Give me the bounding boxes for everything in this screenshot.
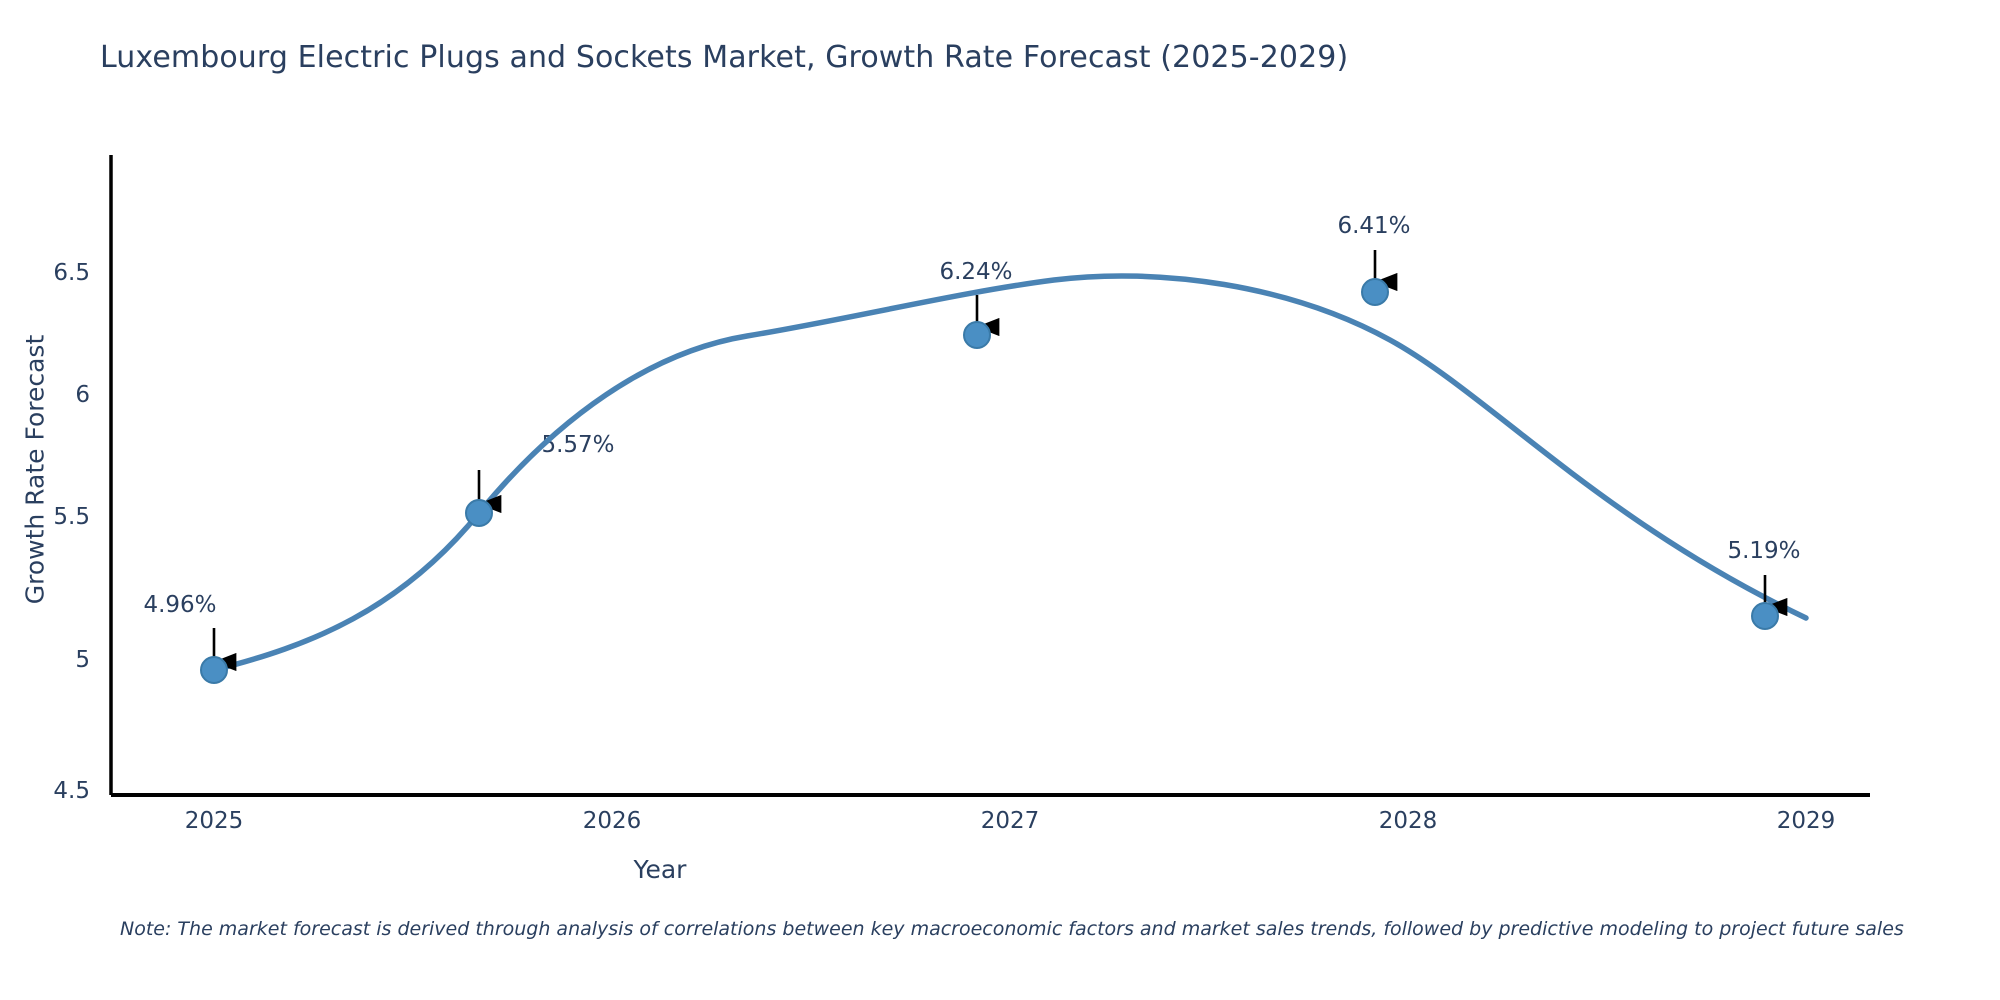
- data-line-growth-rate-forecast: [211, 273, 1809, 673]
- data-label-2029: 5.19%: [1727, 538, 1801, 564]
- y-tick-label-4.5: 4.5: [53, 778, 90, 804]
- y-tick-label-6: 6: [75, 382, 90, 408]
- data-point-2026[interactable]: [465, 499, 493, 527]
- y-tick-label-6.5: 6.5: [53, 260, 90, 286]
- data-label-2025: 4.96%: [143, 592, 217, 618]
- y-tick-label-5.5: 5.5: [53, 504, 90, 530]
- x-tick-label-2025: 2025: [184, 808, 244, 834]
- x-axis-title: Year: [633, 855, 687, 884]
- data-label-2028: 6.41%: [1337, 213, 1411, 239]
- data-point-2029[interactable]: [1751, 602, 1779, 630]
- chart-title: Luxembourg Electric Plugs and Sockets Ma…: [100, 40, 1349, 75]
- data-label-2027: 6.24%: [939, 259, 1013, 285]
- x-tick-label-2027: 2027: [980, 808, 1040, 834]
- chart-footnote: Note: The market forecast is derived thr…: [120, 918, 1904, 940]
- data-point-2025[interactable]: [200, 656, 228, 684]
- data-point-2028[interactable]: [1361, 278, 1389, 306]
- x-tick-label-2029: 2029: [1776, 808, 1836, 834]
- x-tick-label-2026: 2026: [582, 808, 642, 834]
- y-tick-label-5: 5: [75, 647, 90, 673]
- x-tick-label-2028: 2028: [1378, 808, 1438, 834]
- data-point-2027[interactable]: [963, 321, 991, 349]
